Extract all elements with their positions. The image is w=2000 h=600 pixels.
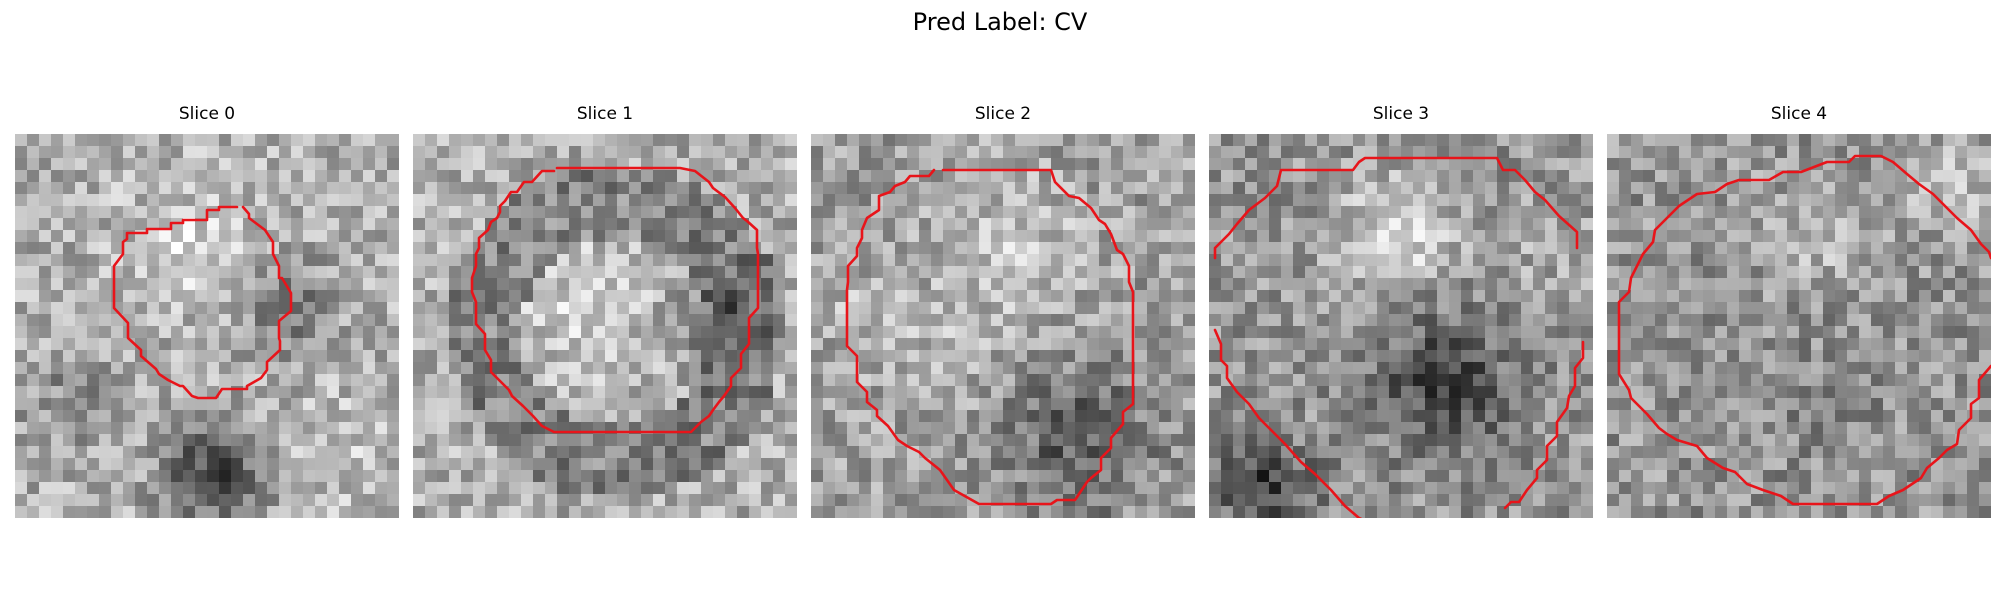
contour-line	[845, 168, 1135, 506]
slice-title-4: Slice 4	[1770, 104, 1828, 124]
slice-contour-4	[1617, 154, 1991, 506]
slice-panel-0: Slice 0	[15, 104, 399, 518]
slice-title-3: Slice 3	[1372, 104, 1430, 124]
slice-title-0: Slice 0	[178, 104, 236, 124]
slice-contour-1	[470, 166, 760, 434]
slice-image-0	[15, 134, 399, 518]
contour-line	[1503, 340, 1585, 510]
slice-panel-3: Slice 3	[1209, 104, 1593, 518]
slice-title-1: Slice 1	[576, 104, 634, 124]
slice-image-4	[1607, 134, 1991, 518]
slice-contour-2	[845, 168, 1135, 506]
slice-panel-1: Slice 1	[413, 104, 797, 518]
figure-title: Pred Label: CV	[912, 8, 1088, 36]
contour-line	[1617, 154, 1991, 506]
contour-line	[112, 205, 293, 400]
slice-image-2	[811, 134, 1195, 518]
slice-image-3	[1209, 134, 1593, 518]
contour-line	[1213, 328, 1363, 518]
contour-line	[1213, 156, 1579, 260]
contour-line	[470, 166, 760, 434]
slice-title-2: Slice 2	[974, 104, 1032, 124]
slice-panel-4: Slice 4	[1607, 104, 1991, 518]
slice-contour-0	[112, 205, 293, 400]
slice-panel-2: Slice 2	[811, 104, 1195, 518]
slice-contour-3	[1213, 156, 1585, 518]
